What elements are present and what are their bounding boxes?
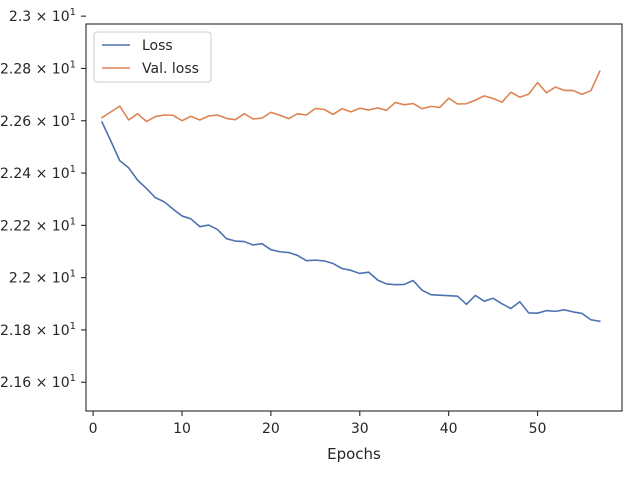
series-line-1 bbox=[100, 70, 601, 123]
x-tick-label: 20 bbox=[262, 421, 280, 437]
x-tick-label: 50 bbox=[529, 421, 547, 437]
axes-layer: 0 10 20 30 40 50 2.16 × 101 2.18 × 101 2.2 × 101… bbox=[0, 7, 623, 437]
x-tick-label: 30 bbox=[351, 421, 369, 437]
legend: Loss Val. loss bbox=[93, 31, 212, 83]
y-tick-label: 2.2 × 101 bbox=[9, 269, 76, 287]
y-tick-label: 2.3 × 101 bbox=[9, 7, 76, 25]
y-tick-label: 2.18 × 101 bbox=[0, 321, 76, 339]
y-tick-label: 2.24 × 101 bbox=[0, 164, 76, 182]
series-line-0 bbox=[100, 120, 601, 323]
y-tick-label: 2.28 × 101 bbox=[0, 59, 76, 77]
y-tick-label: 2.16 × 101 bbox=[0, 373, 76, 391]
series-layer bbox=[100, 70, 601, 323]
x-axis-label: Epochs bbox=[327, 445, 381, 463]
legend-label-1: Val. loss bbox=[142, 61, 199, 77]
legend-label-0: Loss bbox=[142, 38, 173, 54]
y-tick-label: 2.26 × 101 bbox=[0, 112, 76, 130]
x-tick-label: 40 bbox=[440, 421, 458, 437]
y-tick-label: 2.22 × 101 bbox=[0, 216, 76, 234]
x-tick-label: 0 bbox=[89, 421, 98, 437]
plot-frame bbox=[85, 23, 623, 412]
x-tick-label: 10 bbox=[173, 421, 191, 437]
